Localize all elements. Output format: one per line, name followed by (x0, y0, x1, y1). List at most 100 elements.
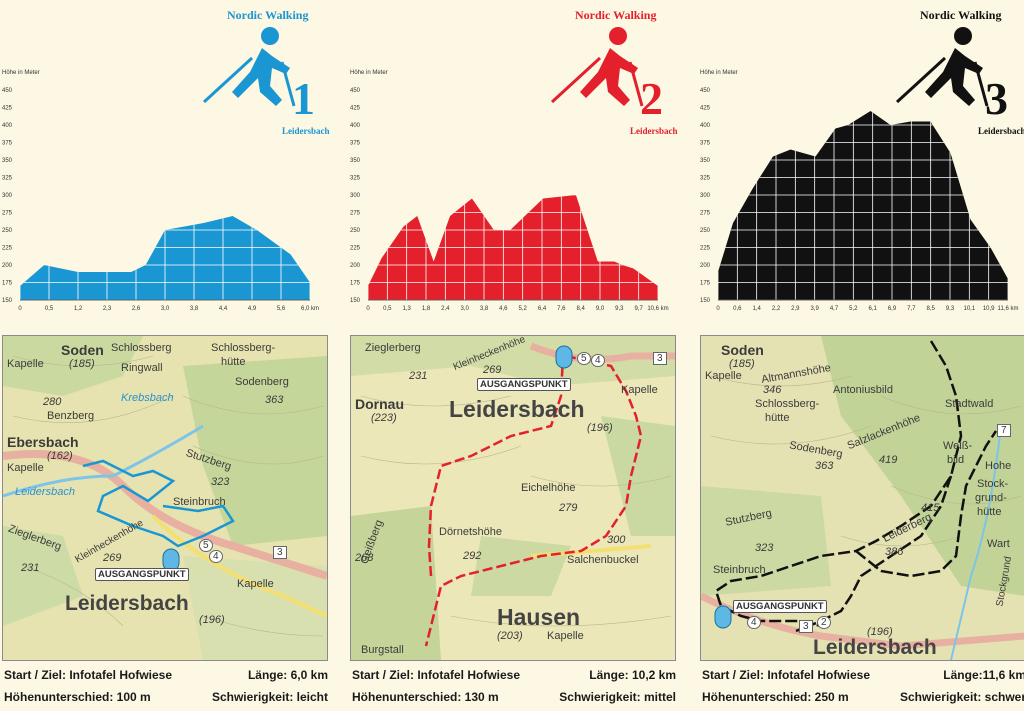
map-label: 231 (21, 562, 40, 574)
map-label: Steinbruch (713, 564, 766, 576)
x-tick-label: 9,3 (615, 306, 624, 312)
map-label: Stadtwald (945, 398, 994, 410)
x-tick-label: 2,6 (132, 306, 141, 312)
y-tick-label: 200 (700, 263, 711, 269)
start-point-label: AUSGANGSPUNKT (733, 600, 827, 613)
map-label: 363 (265, 394, 284, 406)
y-tick-label: 250 (350, 228, 361, 234)
y-tick-label: 450 (2, 88, 13, 94)
y-tick-label: 300 (2, 193, 13, 199)
map-label: Dörnetshöhe (439, 526, 502, 538)
map-label: (196) (867, 626, 893, 638)
map-label: Kapelle (237, 578, 274, 590)
map-label: hütte (765, 412, 790, 424)
map-marker: 4 (209, 550, 223, 563)
x-tick-label: 7,6 (557, 306, 566, 312)
x-tick-label: 3,8 (480, 306, 489, 312)
map-label: Eichelhöhe (521, 482, 576, 494)
map-label: Leidersbach (449, 396, 585, 422)
map-label: (185) (69, 358, 95, 370)
map-label: 386 (885, 546, 904, 558)
map-label: Sodenberg (235, 376, 289, 388)
map-label: bild (947, 454, 965, 466)
map-label: Ringwall (121, 362, 163, 374)
map-label: (185) (729, 358, 755, 370)
elevation-diff-info: Höhenunterschied: 100 m (4, 690, 151, 704)
x-tick-label: 0,5 (383, 306, 392, 312)
x-tick-label: 9,7 (634, 306, 643, 312)
x-tick-label: 3,8 (190, 306, 199, 312)
y-tick-label: 250 (700, 228, 711, 234)
x-tick-label: 0,5 (45, 306, 54, 312)
nordic-walker-icon (550, 27, 644, 107)
x-tick-label: 10,9 (983, 306, 995, 312)
route-title: Nordic Walking (575, 8, 657, 22)
map-label: Soden (61, 342, 104, 358)
x-tick-label: 10,6 km (647, 306, 668, 312)
map-marker: 4 (591, 354, 605, 367)
map-label: 419 (879, 454, 898, 466)
map-label: Kapelle (7, 358, 44, 370)
map-label: 280 (43, 396, 62, 408)
map-marker: 7 (997, 424, 1011, 437)
map-label: Ebersbach (7, 434, 79, 450)
x-tick-label: 0 (366, 306, 370, 312)
map-label: Wart (987, 538, 1010, 550)
route-place: Leidersbach (630, 126, 678, 136)
y-tick-label: 400 (350, 123, 361, 129)
start-finish-info: Start / Ziel: Infotafel Hofwiese (4, 668, 173, 682)
map-label: 269 (103, 552, 122, 564)
elevation-profile-chart: Höhe in Meter 450 425 400 375 350 325 300 275 250… (700, 70, 1019, 312)
y-axis-title: Höhe in Meter (2, 70, 40, 76)
elevation-diff-info: Höhenunterschied: 250 m (702, 690, 849, 704)
map-label: Schlossberg- (211, 342, 276, 354)
y-tick-label: 350 (700, 158, 711, 164)
map-marker: 3 (273, 546, 287, 559)
x-tick-label: 11,6 km (998, 306, 1019, 312)
map-label: Weiß- (943, 440, 973, 452)
x-tick-label: 4,4 (219, 306, 228, 312)
x-tick-label: 9,3 (946, 306, 955, 312)
map-graphic (3, 336, 327, 660)
x-tick-label: 4,6 (499, 306, 508, 312)
x-tick-label: 6,0 km (301, 306, 319, 312)
x-tick-label: 2,3 (103, 306, 112, 312)
y-tick-label: 400 (2, 123, 13, 129)
map-label: Leidersbach (813, 636, 937, 659)
route-place: Leidersbach (978, 126, 1024, 136)
y-tick-label: 300 (350, 193, 361, 199)
map-label: 300 (607, 534, 626, 546)
map-label: Schlossberg- (755, 398, 820, 410)
y-tick-label: 375 (2, 141, 13, 147)
y-tick-label: 375 (350, 141, 361, 147)
map-marker: 3 (653, 352, 667, 365)
map-label: Kapelle (621, 384, 658, 396)
x-tick-label: 3,9 (810, 306, 819, 312)
y-tick-label: 225 (2, 246, 13, 252)
y-tick-label: 350 (350, 158, 361, 164)
route-map: Soden (185) Schlossberg Schlossberg- hüt… (2, 335, 328, 661)
x-tick-label: 4,9 (248, 306, 257, 312)
x-tick-label: 2,4 (441, 306, 450, 312)
map-label: grund- (975, 492, 1007, 504)
x-tick-label: 4,7 (830, 306, 839, 312)
y-tick-label: 150 (350, 298, 361, 304)
x-tick-label: 6,4 (538, 306, 547, 312)
map-label: (196) (199, 614, 225, 626)
y-tick-label: 175 (2, 281, 13, 287)
nordic-walker-icon (202, 27, 296, 107)
x-tick-label: 3,0 (460, 306, 469, 312)
route-number: 1 (292, 73, 315, 124)
y-tick-label: 250 (2, 228, 13, 234)
difficulty-info: Schwierigkeit: schwer (899, 690, 1024, 704)
map-label: Salchenbuckel (567, 554, 639, 566)
route-panel-3: Nordic Walking 3 Leidersbach Höhe in Met… (700, 0, 1024, 711)
y-tick-label: 150 (700, 298, 711, 304)
map-label: Kapelle (547, 630, 584, 642)
elevation-area (718, 111, 1008, 300)
y-tick-label: 425 (2, 106, 13, 112)
map-label: 268 (355, 552, 374, 564)
x-tick-label: 1,2 (74, 306, 83, 312)
map-label: Burgstall (361, 644, 404, 656)
start-point-label: AUSGANGSPUNKT (477, 378, 571, 391)
